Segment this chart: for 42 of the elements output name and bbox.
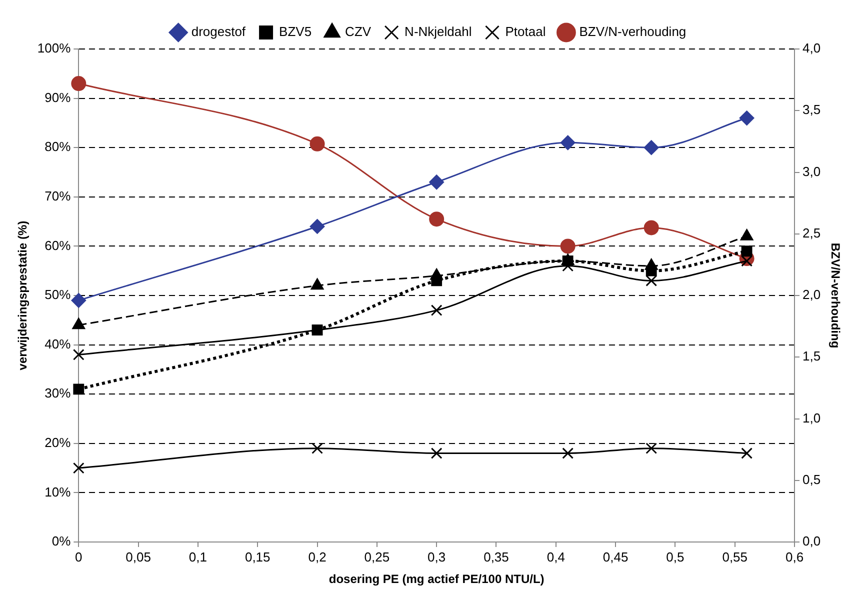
legend-label: Ptotaal xyxy=(505,24,546,40)
x-tick-label: 0 xyxy=(75,549,82,564)
y-tick-label: 10% xyxy=(44,484,72,500)
y2-tick-label: 0,5 xyxy=(802,472,821,487)
legend-label: drogestof xyxy=(191,24,246,40)
y2-tick-label: 3,5 xyxy=(802,102,821,118)
x-tick-label: 0,6 xyxy=(785,549,804,564)
x-tick-label: 0,5 xyxy=(666,549,684,564)
y-tick-label: 60% xyxy=(44,238,72,253)
y2-tick-label: 2,0 xyxy=(802,287,821,302)
y2-tick-label: 4,0 xyxy=(802,40,821,56)
x-axis-title: dosering PE (mg actief PE/100 NTU/L) xyxy=(328,572,544,586)
y2-tick-label: 0,0 xyxy=(802,534,821,549)
legend-label: BZV5 xyxy=(279,24,312,40)
y2-axis-title: BZV/N-verhouding xyxy=(828,242,842,348)
y-tick-label: 30% xyxy=(44,386,72,401)
x-tick-label: 0,05 xyxy=(126,549,151,564)
x-tick-label: 0,2 xyxy=(308,549,326,564)
y-tick-label: 50% xyxy=(44,287,72,302)
y-axis-title: verwijderingsprestatie (%) xyxy=(16,220,30,370)
y2-tick-label: 3,0 xyxy=(802,164,821,179)
legend-label: CZV xyxy=(345,24,372,40)
y2-tick-label: 1,5 xyxy=(802,348,821,364)
y-tick-label: 90% xyxy=(44,90,72,105)
legend-label: N-Nkjeldahl xyxy=(404,24,472,40)
y-tick-label: 100% xyxy=(37,40,72,56)
x-tick-label: 0,15 xyxy=(244,549,270,564)
x-tick-label: 0,4 xyxy=(546,549,565,564)
y-tick-label: 0% xyxy=(52,534,72,549)
y-tick-label: 70% xyxy=(44,188,72,204)
x-tick-label: 0,35 xyxy=(484,549,509,564)
y2-tick-label: 1,0 xyxy=(802,410,821,426)
y-tick-label: 40% xyxy=(44,336,72,352)
y2-tick-label: 2,5 xyxy=(802,225,821,240)
y-tick-label: 80% xyxy=(44,139,72,154)
x-tick-label: 0,55 xyxy=(722,549,748,564)
x-tick-label: 0,45 xyxy=(602,549,628,564)
x-tick-label: 0,25 xyxy=(364,549,390,564)
x-tick-label: 0,3 xyxy=(428,549,446,564)
x-tick-label: 0,1 xyxy=(188,549,207,564)
legend-label: BZV/N-verhouding xyxy=(579,24,686,40)
y-tick-label: 20% xyxy=(44,434,72,450)
